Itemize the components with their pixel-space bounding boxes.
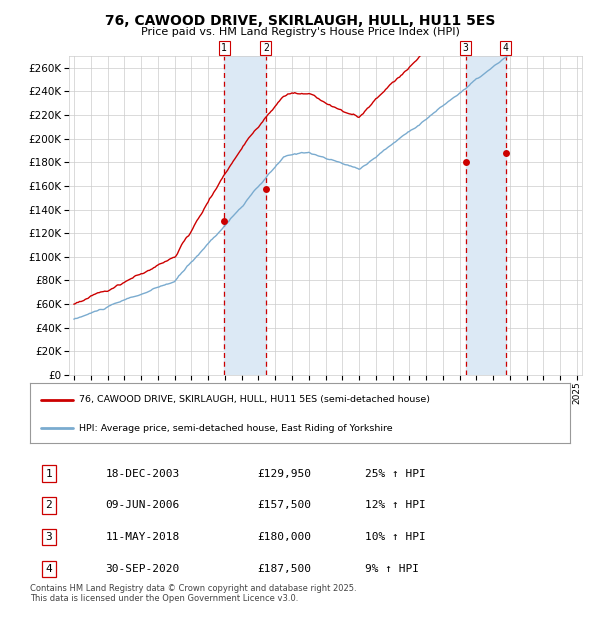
Text: 10% ↑ HPI: 10% ↑ HPI — [365, 532, 425, 542]
Text: 76, CAWOOD DRIVE, SKIRLAUGH, HULL, HU11 5ES (semi-detached house): 76, CAWOOD DRIVE, SKIRLAUGH, HULL, HU11 … — [79, 395, 430, 404]
Text: 3: 3 — [463, 43, 469, 53]
Text: 09-JUN-2006: 09-JUN-2006 — [106, 500, 180, 510]
Text: 3: 3 — [46, 532, 52, 542]
Text: HPI: Average price, semi-detached house, East Riding of Yorkshire: HPI: Average price, semi-detached house,… — [79, 423, 392, 433]
Text: £180,000: £180,000 — [257, 532, 311, 542]
Text: £157,500: £157,500 — [257, 500, 311, 510]
Text: 9% ↑ HPI: 9% ↑ HPI — [365, 564, 419, 574]
Text: 25% ↑ HPI: 25% ↑ HPI — [365, 469, 425, 479]
Text: Contains HM Land Registry data © Crown copyright and database right 2025.
This d: Contains HM Land Registry data © Crown c… — [30, 584, 356, 603]
Text: 1: 1 — [46, 469, 52, 479]
Text: 30-SEP-2020: 30-SEP-2020 — [106, 564, 180, 574]
Bar — [224, 56, 266, 375]
Text: £187,500: £187,500 — [257, 564, 311, 574]
Text: 2: 2 — [46, 500, 52, 510]
Text: 4: 4 — [503, 43, 509, 53]
Text: 2: 2 — [263, 43, 269, 53]
Text: Price paid vs. HM Land Registry's House Price Index (HPI): Price paid vs. HM Land Registry's House … — [140, 27, 460, 37]
Text: £129,950: £129,950 — [257, 469, 311, 479]
Bar — [466, 56, 506, 375]
Text: 18-DEC-2003: 18-DEC-2003 — [106, 469, 180, 479]
Text: 12% ↑ HPI: 12% ↑ HPI — [365, 500, 425, 510]
Text: 4: 4 — [46, 564, 52, 574]
Text: 1: 1 — [221, 43, 227, 53]
Text: 76, CAWOOD DRIVE, SKIRLAUGH, HULL, HU11 5ES: 76, CAWOOD DRIVE, SKIRLAUGH, HULL, HU11 … — [105, 14, 495, 29]
Text: 11-MAY-2018: 11-MAY-2018 — [106, 532, 180, 542]
